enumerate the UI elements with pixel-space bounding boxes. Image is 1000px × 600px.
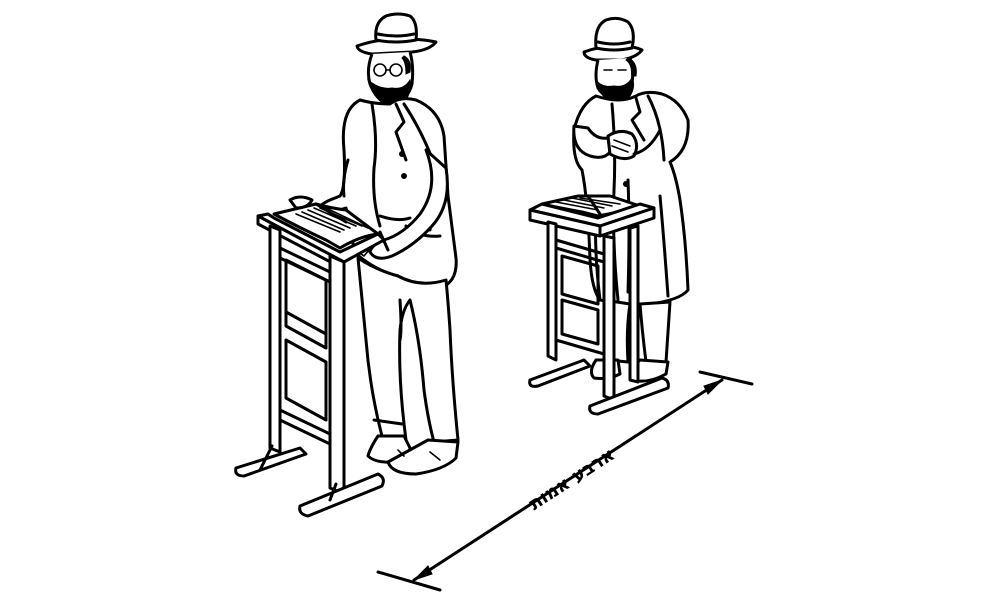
dimension-label: ארבע אמות (525, 444, 618, 515)
front-lectern (234, 195, 386, 518)
front-man (316, 12, 460, 476)
front-lectern-book (272, 195, 380, 250)
front-man-hat (355, 12, 438, 56)
back-man-hat (582, 16, 644, 62)
back-man-hands (572, 124, 662, 161)
dimension-arrow-right (703, 379, 723, 395)
front-man-shoes (366, 434, 460, 476)
back-lectern (528, 194, 670, 416)
front-man-legs (356, 256, 460, 444)
back-man (572, 16, 690, 383)
dimension-tick-left (376, 570, 442, 592)
dimension-tick-right (698, 370, 754, 386)
back-man-head (594, 57, 637, 103)
dimension-arrow-left (413, 565, 433, 581)
